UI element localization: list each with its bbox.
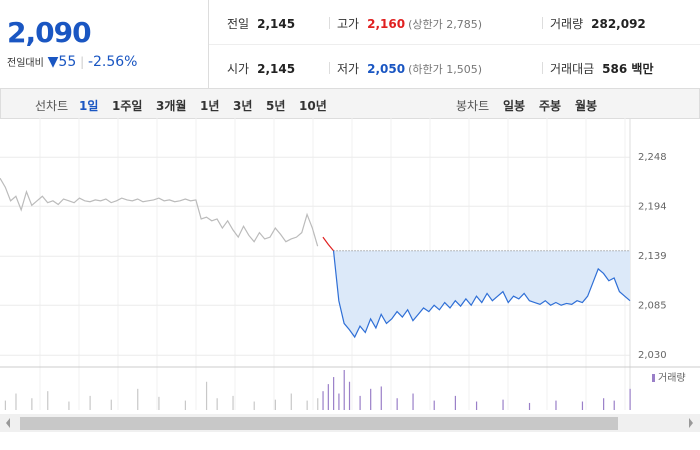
volume-bar: [110, 399, 112, 410]
volume-bar: [4, 400, 6, 410]
volume-bar: [253, 401, 255, 410]
volume-bar: [348, 381, 351, 410]
y-tick-label: 2,139: [638, 251, 667, 262]
stat-value: 2,145: [257, 62, 296, 76]
volume-bar: [333, 377, 335, 410]
volume-bar: [89, 395, 91, 410]
period-tab[interactable]: 3개월: [156, 99, 187, 113]
stat-value: 2,160: [367, 17, 406, 31]
down-arrow: ▼: [47, 54, 59, 70]
candle-tab[interactable]: 주봉: [539, 99, 562, 113]
stat: 저가 2,050 (하한가 1,505): [329, 60, 482, 77]
period-tab[interactable]: 5년: [266, 99, 286, 113]
price-box: 2,090 전일대비 ▼55 | -2.56%: [0, 0, 209, 88]
change-label: 전일대비: [7, 58, 44, 69]
volume-bar: [274, 399, 276, 410]
legend-swatch: [652, 374, 655, 382]
stat-value: 282,092: [591, 17, 646, 31]
volume-bar: [290, 393, 292, 410]
y-tick-label: 2,248: [638, 152, 667, 163]
volume-bar: [31, 398, 33, 410]
stat: 시가 2,145: [227, 60, 295, 77]
stat: 거래대금 586 백만: [542, 60, 654, 77]
stat: 전일 2,145: [227, 15, 295, 32]
volume-bar: [306, 400, 308, 410]
y-tick-label: 2,194: [638, 201, 667, 212]
period-tab[interactable]: 1일: [79, 99, 99, 113]
volume-bar: [412, 393, 414, 410]
price-line: [0, 177, 319, 247]
period-tab[interactable]: 1년: [200, 99, 220, 113]
volume-bar: [327, 384, 329, 410]
scroll-left: [6, 418, 10, 428]
volume-bar: [317, 398, 319, 410]
change: 전일대비 ▼55 | -2.56%: [7, 54, 138, 70]
price-line: [332, 250, 631, 339]
tab-bar: 선차트 1일 1주일 3개월 1년 3년 5년 10년 봉차트 일봉 주봉 월봉: [0, 88, 700, 119]
stat-note: (하한가 1,505): [408, 63, 482, 76]
stat-value: 2,145: [257, 17, 296, 31]
stat-label: 시가: [227, 62, 250, 76]
period-tab[interactable]: 3년: [233, 99, 253, 113]
volume-bar: [603, 398, 605, 410]
price-line: [322, 236, 334, 252]
volume-bar: [15, 393, 17, 410]
volume-bar: [184, 400, 186, 410]
volume-bar: [555, 400, 557, 410]
volume-bar: [433, 400, 435, 410]
stat: 거래량 282,092: [542, 15, 646, 32]
volume-bar: [380, 386, 382, 410]
period-tab[interactable]: 1주일: [112, 99, 143, 113]
stat-value: 586 백만: [602, 62, 654, 76]
volume-bar: [359, 395, 361, 410]
volume-bar: [205, 381, 208, 410]
volume-bar: [629, 388, 631, 410]
stat-note: (상한가 2,785): [408, 18, 482, 31]
volume-bar: [475, 401, 478, 410]
chart: 2,030 2,085 2,139 2,194 2,248 거래량: [0, 118, 700, 432]
volume-bar: [613, 400, 615, 410]
volume-bar: [396, 398, 398, 410]
price: 2,090: [7, 16, 92, 49]
stat-label: 거래량: [550, 17, 584, 31]
volume-bar: [232, 395, 234, 410]
volume-bar: [158, 396, 160, 410]
change-pct: -2.56%: [87, 54, 138, 70]
candle-tab[interactable]: 월봉: [575, 99, 598, 113]
legend-label: 거래량: [658, 372, 686, 384]
stat-label: 전일: [227, 17, 250, 31]
volume-bar: [370, 388, 372, 410]
volume-bar: [137, 388, 139, 410]
stat: 고가 2,160 (상한가 2,785): [329, 15, 482, 32]
volume-bar: [502, 399, 504, 410]
volume-bar: [343, 370, 345, 410]
volume-bar: [47, 391, 49, 410]
volume-bar: [454, 395, 456, 410]
volume-bar: [581, 401, 584, 410]
stat-value: 2,050: [367, 62, 406, 76]
stat-label: 거래대금: [550, 62, 595, 76]
stat-label: 저가: [337, 62, 360, 76]
volume-bar: [528, 402, 531, 410]
volume-bar: [338, 393, 340, 410]
y-tick-label: 2,085: [638, 300, 667, 311]
change-value: 55: [58, 54, 77, 70]
scroll-right: [689, 418, 693, 428]
scroll-thumb: [20, 417, 618, 430]
tab-label: 봉차트: [456, 99, 490, 113]
period-tab[interactable]: 10년: [299, 99, 327, 113]
stat-label: 고가: [337, 17, 360, 31]
volume-bar: [322, 391, 324, 410]
volume-bar: [68, 401, 70, 410]
tab-label: 선차트: [35, 99, 69, 113]
volume-bar: [216, 398, 218, 410]
y-tick-label: 2,030: [638, 350, 667, 361]
summary: 2,090 전일대비 ▼55 | -2.56% 전일 2,145 고가 2,160 (상…: [0, 0, 700, 89]
candle-tab[interactable]: 일봉: [503, 99, 526, 113]
area-fill: [333, 250, 630, 338]
